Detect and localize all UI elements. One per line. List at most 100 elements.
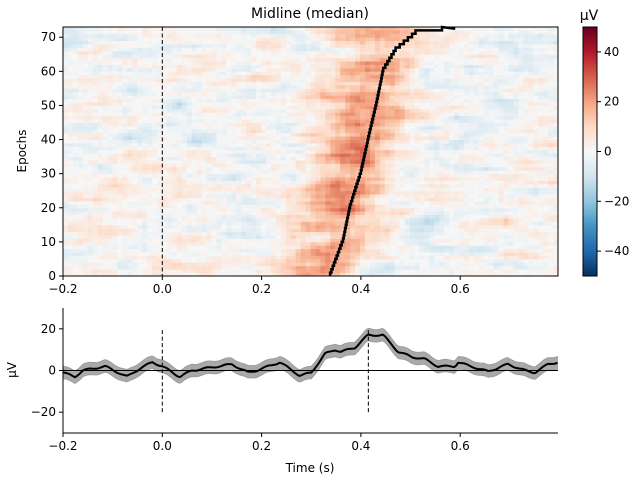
heatmap-cell [379, 228, 386, 233]
heatmap-cell [528, 194, 534, 198]
heatmap-cell [429, 252, 435, 256]
heatmap-cell [72, 269, 79, 273]
heatmap-cell [315, 142, 321, 147]
heatmap-cell [201, 190, 207, 195]
heatmap-cell [528, 115, 534, 120]
heatmap-cell [493, 211, 499, 215]
heatmap-cell [310, 146, 316, 151]
heatmap-cell [87, 224, 94, 229]
heatmap-cell [404, 129, 410, 134]
heatmap-cell [82, 235, 89, 239]
heatmap-cell [389, 115, 396, 120]
heatmap-cell [181, 105, 188, 110]
heatmap-cell [533, 252, 539, 256]
heatmap-cell [399, 173, 405, 178]
heatmap-cell [82, 153, 89, 158]
heatmap-cell [87, 255, 94, 260]
heatmap-cell [364, 252, 371, 256]
heatmap-cell [429, 129, 435, 134]
heatmap-cell [186, 122, 193, 127]
heatmap-cell [216, 146, 222, 151]
heatmap-cell [384, 142, 391, 147]
heatmap-cell [181, 142, 188, 147]
heatmap-cell [102, 231, 108, 236]
heatmap-cell [360, 228, 366, 233]
heatmap-cell [523, 238, 529, 243]
heatmap-cell [147, 180, 153, 185]
heatmap-cell [196, 241, 202, 246]
heatmap-cell [444, 166, 450, 171]
heatmap-cell [414, 129, 420, 134]
heatmap-cell [404, 218, 410, 222]
heatmap-cell [434, 108, 440, 113]
heatmap-cell [374, 166, 381, 171]
heatmap-cell [196, 160, 202, 164]
heatmap-cell [280, 180, 287, 185]
heatmap-cell [439, 238, 445, 243]
heatmap-cell [360, 238, 366, 243]
heatmap-cell [221, 112, 227, 117]
heatmap-cell [261, 235, 267, 239]
heatmap-cell [107, 115, 113, 120]
heatmap-cell [300, 136, 306, 140]
heatmap-cell [414, 125, 420, 130]
heatmap-cell [473, 119, 480, 123]
heatmap-cell [67, 258, 74, 263]
heatmap-cell [142, 204, 148, 209]
heatmap-cell [498, 224, 504, 229]
heatmap-cell [409, 235, 415, 239]
heatmap-cell [548, 252, 554, 256]
heatmap-cell [513, 177, 519, 181]
heatmap-cell [468, 235, 475, 239]
heatmap-cell [409, 211, 415, 215]
heatmap-cell [265, 156, 272, 161]
heatmap-cell [488, 211, 495, 215]
heatmap-cell [404, 146, 410, 151]
heatmap-cell [162, 207, 168, 212]
heatmap-cell [350, 183, 356, 188]
heatmap-cell [508, 248, 514, 253]
heatmap-cell [275, 204, 282, 209]
heatmap-cell [211, 177, 217, 181]
heatmap-cell [473, 269, 480, 273]
heatmap-cell [275, 105, 282, 110]
heatmap-cell [394, 180, 400, 185]
heatmap-cell [77, 187, 84, 192]
heatmap-cell [429, 255, 435, 260]
heatmap-cell [449, 170, 455, 175]
heatmap-cell [97, 108, 103, 113]
heatmap-cell [305, 235, 311, 239]
heatmap-cell [493, 248, 499, 253]
heatmap-cell [102, 269, 108, 273]
heatmap-cell [295, 119, 301, 123]
heatmap-cell [152, 238, 158, 243]
heatmap-cell [251, 112, 257, 117]
heatmap-cell [241, 166, 247, 171]
heatmap-cell [498, 132, 504, 137]
heatmap-cell [142, 221, 148, 226]
heatmap-cell [256, 207, 262, 212]
heatmap-cell [369, 224, 376, 229]
heatmap-cell [157, 146, 163, 151]
heatmap-cell [201, 173, 207, 178]
heatmap-cell [280, 177, 287, 181]
heatmap-cell [166, 218, 173, 222]
heatmap-cell [270, 146, 277, 151]
heatmap-cell [82, 163, 89, 168]
heatmap-cell [196, 248, 202, 253]
heatmap-cell [459, 245, 465, 250]
heatmap-cell [300, 183, 306, 188]
heatmap-cell [191, 142, 198, 147]
heatmap-cell [147, 255, 153, 260]
heatmap-cell [221, 231, 227, 236]
heatmap-cell [216, 122, 222, 127]
heatmap-cell [473, 156, 480, 161]
heatmap-cell [251, 258, 257, 263]
heatmap-cell [503, 262, 509, 267]
heatmap-cell [409, 231, 415, 236]
heatmap-cell [553, 224, 559, 229]
heatmap-cell [404, 187, 410, 192]
heatmap-cell [305, 142, 311, 147]
heatmap-cell [424, 190, 430, 195]
heatmap-cell [483, 187, 490, 192]
